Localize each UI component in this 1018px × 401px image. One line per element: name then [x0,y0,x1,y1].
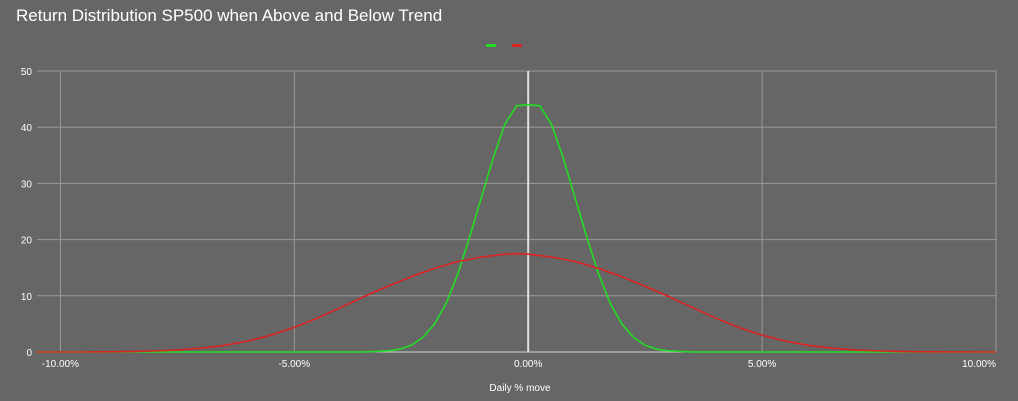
axis-labels-layer: 0 10 20 30 40 50 -10.00% -5.00% 0.00% 5.00% 10.00% [21,67,996,370]
x-tick-label-1: -5.00% [278,359,310,370]
series-line-1[interactable] [37,103,996,353]
chart-legend [486,38,522,52]
y-tick-label-1: 10 [21,292,33,303]
grid-layer [37,70,997,353]
chart-title: Return Distribution SP500 when Above and… [16,6,443,25]
y-tick-label-2: 20 [21,236,33,247]
legend-swatch-series-1[interactable] [486,43,496,47]
y-tick-label-3: 30 [21,179,33,190]
y-tick-label-5: 50 [21,67,33,78]
x-tick-label-2: 0.00% [514,359,542,370]
x-axis-title: Daily % move [489,383,551,394]
x-tick-label-4: 10.00% [962,359,996,370]
x-tick-label-3: 5.00% [748,359,776,370]
y-tick-label-0: 0 [26,348,32,359]
legend-swatch-series-2[interactable] [512,43,522,47]
series-line-2[interactable] [37,252,997,353]
y-tick-label-4: 40 [21,123,33,134]
series-layer [37,103,997,353]
x-tick-label-0: -10.00% [42,359,79,370]
